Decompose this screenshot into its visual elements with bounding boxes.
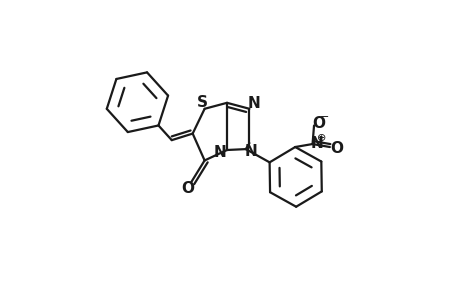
- Text: N: N: [213, 145, 226, 160]
- Text: −: −: [319, 112, 328, 122]
- Text: N: N: [244, 144, 257, 159]
- Text: N: N: [310, 136, 322, 151]
- Text: O: O: [329, 141, 342, 156]
- Text: ⊕: ⊕: [316, 133, 325, 143]
- Text: O: O: [181, 181, 194, 196]
- Text: S: S: [197, 95, 208, 110]
- Text: O: O: [312, 116, 325, 131]
- Text: N: N: [247, 96, 260, 111]
